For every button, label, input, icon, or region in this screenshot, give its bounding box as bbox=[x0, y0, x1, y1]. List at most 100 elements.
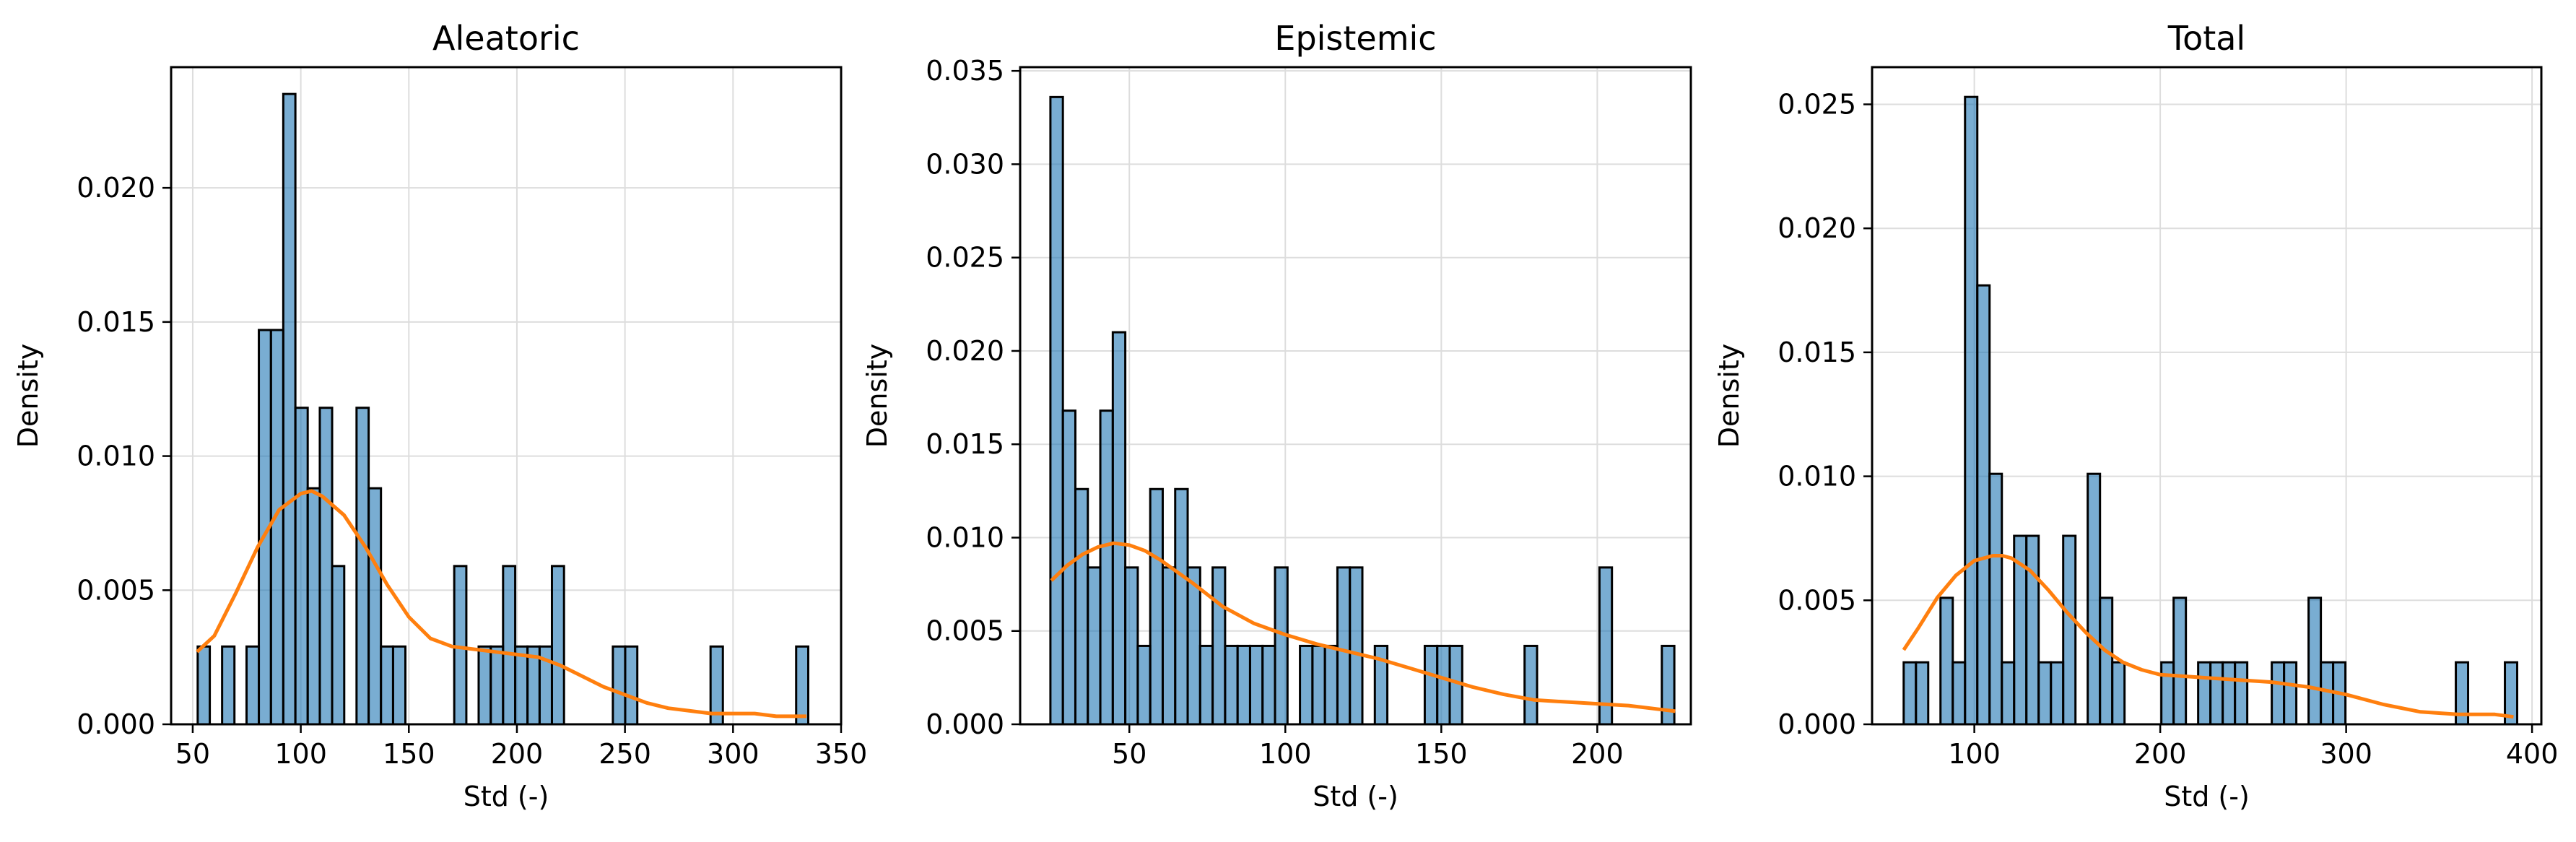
histogram-bar bbox=[1224, 644, 1239, 726]
histogram-bar bbox=[477, 645, 492, 726]
y-tick-label: 0.010 bbox=[926, 521, 1004, 553]
histogram-bar bbox=[612, 645, 627, 726]
histogram-bar bbox=[514, 645, 529, 726]
x-tick-label: 150 bbox=[383, 738, 435, 770]
chart-title: Total bbox=[2167, 19, 2245, 58]
y-tick-label: 0.035 bbox=[926, 55, 1004, 87]
histogram-bar bbox=[1323, 644, 1339, 726]
histogram-bar bbox=[1988, 472, 2003, 726]
histogram-bar bbox=[1049, 95, 1064, 726]
x-tick-label: 100 bbox=[1259, 738, 1312, 770]
histogram-bar bbox=[2001, 661, 2016, 726]
histogram-bar bbox=[1274, 566, 1289, 726]
chart-title: Aleatoric bbox=[432, 19, 580, 58]
histogram-bar bbox=[550, 565, 565, 726]
histogram-bar bbox=[1939, 596, 1954, 726]
x-tick-label: 200 bbox=[491, 738, 544, 770]
x-tick-label: 150 bbox=[1415, 738, 1468, 770]
x-tick-label: 300 bbox=[2320, 738, 2372, 770]
histogram-bar bbox=[380, 645, 394, 726]
histogram-bar bbox=[1211, 566, 1227, 726]
y-tick-label: 0.020 bbox=[926, 335, 1004, 367]
histogram-bar bbox=[1198, 644, 1214, 726]
histogram-bar bbox=[1136, 644, 1152, 726]
histogram-bar bbox=[1111, 331, 1127, 726]
histogram-bar bbox=[2025, 534, 2040, 726]
histogram-bar bbox=[391, 645, 407, 726]
panel-total: 100 200 300 400 0.000 0.005 0.010 0.015 0.020 0.0… bbox=[1713, 19, 2558, 812]
y-tick-label: 0.010 bbox=[1777, 461, 1856, 492]
histogram-bar bbox=[1174, 487, 1189, 726]
histogram-bar bbox=[196, 645, 212, 726]
panel-aleatoric: 50 100 150 200 250 300 350 0.000 0.005 0.010 0.015… bbox=[12, 19, 867, 812]
histogram-bar bbox=[221, 645, 236, 726]
y-tick-label: 0.025 bbox=[926, 242, 1004, 274]
y-tick-label: 0.000 bbox=[77, 708, 155, 740]
histogram-bar bbox=[1087, 566, 1102, 726]
histogram-bar bbox=[1074, 487, 1089, 726]
histogram-bar bbox=[355, 407, 370, 726]
histogram-bar bbox=[2209, 661, 2224, 726]
histogram-bar bbox=[2234, 661, 2249, 726]
histogram-bar bbox=[489, 645, 505, 726]
y-tick-label: 0.005 bbox=[926, 615, 1004, 647]
y-axis-label: Density bbox=[1713, 344, 1745, 448]
histogram-bar bbox=[282, 92, 297, 726]
histogram-bar bbox=[1423, 644, 1439, 726]
y-tick-label: 0.020 bbox=[1777, 212, 1856, 244]
histogram-bar bbox=[367, 487, 383, 726]
chart-title: Epistemic bbox=[1274, 19, 1436, 58]
histogram-bar bbox=[624, 645, 639, 726]
kde-line bbox=[1902, 554, 2514, 719]
histogram-bar bbox=[453, 565, 468, 726]
x-tick-label: 200 bbox=[1571, 738, 1624, 770]
histogram-bar bbox=[331, 565, 346, 726]
histogram-bar bbox=[1161, 566, 1177, 726]
histogram-bar bbox=[502, 565, 517, 726]
histogram-bar bbox=[1598, 566, 1614, 726]
y-tick-label: 0.010 bbox=[77, 440, 155, 472]
histogram-bar bbox=[2050, 661, 2065, 726]
x-tick-label: 200 bbox=[2134, 738, 2187, 770]
y-tick-label: 0.005 bbox=[1777, 584, 1856, 616]
histogram-bar bbox=[2099, 596, 2114, 726]
histogram-bar bbox=[1976, 284, 1991, 726]
y-tick-label: 0.000 bbox=[1777, 708, 1856, 740]
histogram-bar bbox=[1311, 644, 1326, 726]
histogram-bar bbox=[2111, 661, 2126, 726]
y-tick-label: 0.015 bbox=[926, 428, 1004, 460]
histogram-bar bbox=[2062, 534, 2077, 726]
histogram-bar bbox=[2037, 661, 2053, 726]
x-tick-label: 250 bbox=[599, 738, 651, 770]
histogram-bar bbox=[1299, 644, 1314, 726]
histogram-bar bbox=[2271, 661, 2286, 726]
histogram-bar bbox=[2160, 661, 2175, 726]
histogram-bar bbox=[1336, 566, 1352, 726]
x-tick-label: 50 bbox=[1112, 738, 1146, 770]
y-tick-label: 0.005 bbox=[77, 574, 155, 606]
histogram-bar bbox=[294, 407, 309, 726]
axes-frame bbox=[1019, 66, 1692, 726]
histogram-bar bbox=[318, 407, 334, 726]
histogram-bar bbox=[269, 329, 284, 726]
histogram-bar bbox=[2307, 596, 2323, 726]
y-tick-label: 0.000 bbox=[926, 708, 1004, 740]
kde-line bbox=[196, 489, 807, 719]
histogram-bar bbox=[2222, 661, 2237, 726]
x-tick-label: 350 bbox=[815, 738, 868, 770]
histogram-bar bbox=[1349, 566, 1364, 726]
histogram-bar bbox=[1951, 661, 1967, 726]
x-tick-label: 50 bbox=[175, 738, 210, 770]
histogram-bar bbox=[1523, 644, 1539, 726]
y-tick-label: 0.020 bbox=[77, 172, 155, 204]
panel-epistemic: 50 100 150 200 0.000 0.005 0.010 0.015 0.020 0.02… bbox=[861, 19, 1692, 812]
histogram-bar bbox=[1902, 661, 1918, 726]
y-axis-label: Density bbox=[12, 344, 44, 448]
histogram-bar bbox=[1964, 95, 1979, 726]
histogram-bar bbox=[1186, 566, 1201, 726]
histogram-bar bbox=[1915, 661, 1930, 726]
histogram-bar bbox=[795, 645, 809, 726]
axes-frame bbox=[1871, 66, 2543, 726]
y-axis-label: Density bbox=[861, 344, 893, 448]
histogram-bar bbox=[245, 645, 261, 726]
